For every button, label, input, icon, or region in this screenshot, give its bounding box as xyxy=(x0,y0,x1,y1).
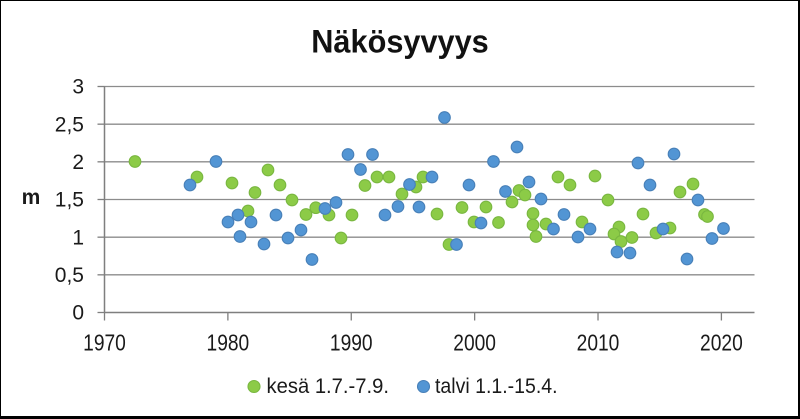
svg-text:talvi 1.1.-15.4.: talvi 1.1.-15.4. xyxy=(435,374,558,398)
svg-text:2: 2 xyxy=(72,151,84,174)
svg-text:2,5: 2,5 xyxy=(55,113,84,136)
svg-text:Näkösyvyys: Näkösyvyys xyxy=(311,24,489,60)
svg-text:m: m xyxy=(22,186,41,209)
svg-text:1: 1 xyxy=(72,226,84,249)
svg-text:3: 3 xyxy=(72,76,84,99)
svg-text:2020: 2020 xyxy=(700,329,743,355)
svg-text:1970: 1970 xyxy=(83,329,126,355)
svg-text:kesä 1.7.-7.9.: kesä 1.7.-7.9. xyxy=(267,374,390,398)
svg-text:1980: 1980 xyxy=(207,329,250,355)
svg-text:1990: 1990 xyxy=(330,329,373,355)
svg-text:0,5: 0,5 xyxy=(55,264,84,287)
svg-text:2000: 2000 xyxy=(453,329,496,355)
svg-text:0: 0 xyxy=(72,302,84,325)
svg-text:1,5: 1,5 xyxy=(55,189,84,212)
svg-text:2010: 2010 xyxy=(577,329,620,355)
